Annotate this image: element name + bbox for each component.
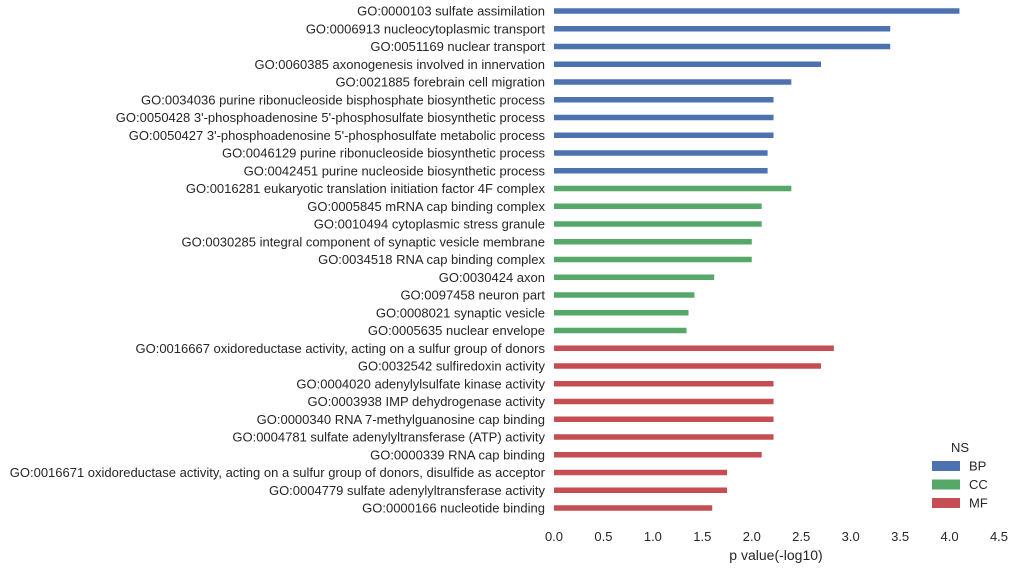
category-label: GO:0030285 integral component of synapti… — [182, 234, 545, 249]
category-label: GO:0000103 sulfate assimilation — [357, 4, 545, 19]
category-label: GO:0042451 purine nucleoside biosyntheti… — [244, 163, 546, 178]
category-label: GO:0050427 3'-phosphoadenosine 5'-phosph… — [129, 128, 546, 143]
category-label: GO:0004020 adenylylsulfate kinase activi… — [296, 376, 545, 391]
bar — [554, 487, 728, 493]
bar — [554, 434, 774, 440]
bar — [554, 221, 762, 227]
category-label: GO:0006913 nucleocytoplasmic transport — [306, 21, 546, 36]
bar — [554, 97, 774, 103]
category-label: GO:0097458 neuron part — [400, 288, 545, 303]
legend-swatch-mf — [932, 498, 960, 508]
category-label: GO:0004781 sulfate adenylyltransferase (… — [232, 430, 545, 445]
x-tick-label: 1.5 — [693, 529, 711, 544]
category-label: GO:0016667 oxidoreductase activity, acti… — [135, 341, 545, 356]
category-label: GO:0008021 synaptic vesicle — [376, 305, 545, 320]
bar — [554, 416, 774, 422]
category-label: GO:0016671 oxidoreductase activity, acti… — [10, 465, 546, 480]
category-label: GO:0060385 axonogenesis involved in inne… — [254, 57, 545, 72]
x-tick-label: 3.5 — [891, 529, 909, 544]
x-tick-label: 3.0 — [842, 529, 860, 544]
category-labels-layer: GO:0000103 sulfate assimilation GO:000691… — [10, 4, 546, 516]
legend-entries: BP CC MF — [932, 459, 988, 511]
x-tick-label: 2.5 — [792, 529, 810, 544]
bar — [554, 8, 960, 14]
category-label: GO:0050428 3'-phosphoadenosine 5'-phosph… — [116, 110, 546, 125]
bar — [554, 239, 752, 245]
bar — [554, 310, 689, 316]
x-tick-label: 0.0 — [545, 529, 563, 544]
legend-label-cc: CC — [969, 477, 988, 492]
bar — [554, 256, 752, 263]
category-label: GO:0021885 forebrain cell migration — [335, 75, 545, 90]
legend-label-mf: MF — [969, 496, 988, 511]
bars-layer — [554, 8, 960, 511]
bar — [554, 185, 792, 192]
category-label: GO:0005635 nuclear envelope — [368, 323, 545, 338]
category-label: GO:0010494 cytoplasmic stress granule — [314, 217, 545, 232]
x-axis-ticks-layer: 0.0 0.5 1.0 1.5 2.0 2.5 3.0 3.5 4.0 4.5 — [545, 529, 1008, 544]
bar — [554, 363, 821, 369]
bar — [554, 203, 762, 209]
legend-swatch-bp — [932, 461, 960, 471]
category-label: GO:0051169 nuclear transport — [370, 39, 545, 54]
category-label: GO:0034518 RNA cap binding complex — [318, 252, 545, 267]
bar — [554, 168, 768, 174]
bar — [554, 292, 695, 298]
category-label: GO:0030424 axon — [439, 270, 545, 285]
bar — [554, 505, 713, 511]
x-tick-label: 4.0 — [941, 529, 959, 544]
bar — [554, 61, 821, 67]
category-label: GO:0016281 eukaryotic translation initia… — [186, 181, 546, 196]
bar — [554, 79, 792, 85]
category-label: GO:0000166 nucleotide binding — [362, 501, 545, 516]
legend-title: NS — [951, 440, 969, 455]
x-tick-label: 0.5 — [594, 529, 612, 544]
bar — [554, 345, 834, 351]
category-label: GO:0046129 purine ribonucleoside biosynt… — [222, 146, 546, 161]
legend: NS BP CC MF — [932, 440, 988, 511]
legend-label-bp: BP — [969, 459, 986, 474]
category-label: GO:0034036 purine ribonucleoside bisphos… — [141, 92, 545, 107]
bar — [554, 274, 715, 280]
bar — [554, 26, 891, 32]
bar — [554, 132, 774, 138]
bar — [554, 327, 687, 334]
category-label: GO:0000340 RNA 7-methylguanosine cap bin… — [257, 412, 545, 427]
legend-swatch-cc — [932, 479, 960, 490]
category-label: GO:0004779 sulfate adenylyltransferase a… — [269, 483, 546, 498]
x-tick-label: 2.0 — [743, 529, 761, 544]
x-tick-label: 4.5 — [990, 529, 1008, 544]
bar — [554, 381, 774, 387]
category-label: GO:0005845 mRNA cap binding complex — [307, 199, 545, 214]
bar — [554, 114, 774, 121]
x-axis-title: p value(-log10) — [729, 547, 822, 563]
bar — [554, 452, 762, 458]
x-tick-label: 1.0 — [644, 529, 662, 544]
bar — [554, 469, 728, 476]
category-label: GO:0000339 RNA cap binding — [370, 447, 545, 462]
bar — [554, 43, 891, 50]
category-label: GO:0003938 IMP dehydrogenase activity — [307, 394, 545, 409]
bar — [554, 150, 768, 156]
bar — [554, 398, 774, 405]
category-label: GO:0032542 sulfiredoxin activity — [358, 359, 546, 374]
